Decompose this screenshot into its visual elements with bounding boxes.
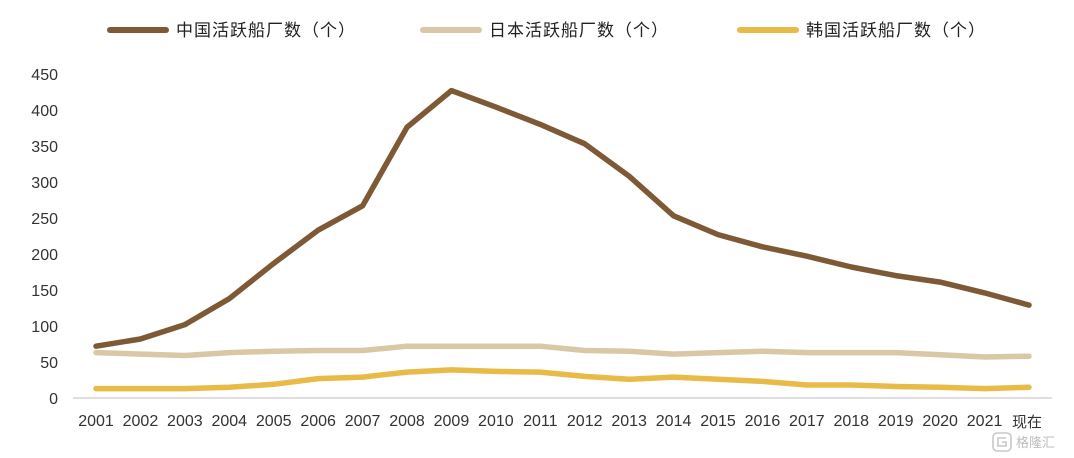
legend-label-1: 中国活跃船厂数（个） <box>176 21 356 41</box>
x-tick-label: 2019 <box>878 413 914 430</box>
y-tick-label: 450 <box>31 67 58 84</box>
x-tick-label: 2015 <box>700 413 736 430</box>
x-tick-label: 2004 <box>211 413 247 430</box>
y-tick-label: 50 <box>40 355 58 372</box>
watermark: 格隆汇 <box>992 432 1055 452</box>
series-layer <box>93 87 1032 392</box>
y-tick-label: 250 <box>31 211 58 228</box>
y-tick-label: 0 <box>49 391 58 408</box>
x-tick-label: 2005 <box>256 413 292 430</box>
series-line-2 <box>93 343 1032 360</box>
y-tick-label: 350 <box>31 139 58 156</box>
y-tick-label: 200 <box>31 247 58 264</box>
y-tick-label: 300 <box>31 175 58 192</box>
x-tick-label: 2020 <box>922 413 958 430</box>
legend-label-2: 日本活跃船厂数（个） <box>489 21 669 41</box>
x-tick-label: 现在 <box>1012 413 1042 431</box>
x-tick-label: 2006 <box>300 413 336 430</box>
y-tick-label: 100 <box>31 319 58 336</box>
legend-label-3: 韩国活跃船厂数（个） <box>806 21 986 41</box>
x-tick-label: 2014 <box>656 413 692 430</box>
x-tick-label: 2012 <box>567 413 603 430</box>
y-tick-label: 400 <box>31 103 58 120</box>
watermark-text: 格隆汇 <box>1016 435 1055 451</box>
x-tick-label: 2010 <box>478 413 514 430</box>
x-tick-label: 2003 <box>167 413 203 430</box>
x-tick-label: 2007 <box>345 413 381 430</box>
x-tick-label: 2016 <box>745 413 781 430</box>
legend: 中国活跃船厂数（个） 日本活跃船厂数（个） 韩国活跃船厂数（个） <box>107 21 986 41</box>
x-tick-label: 2001 <box>78 413 114 430</box>
series-line-1 <box>93 87 1032 349</box>
x-tick-label: 2011 <box>523 413 558 430</box>
x-tick-label: 2017 <box>789 413 825 430</box>
x-tick-label: 2013 <box>611 413 647 430</box>
y-tick-label: 150 <box>31 283 58 300</box>
gelonghui-logo-icon <box>992 432 1012 452</box>
x-tick-label: 2008 <box>389 413 425 430</box>
series-line-3 <box>93 367 1032 392</box>
x-tick-label: 2021 <box>967 413 1003 430</box>
x-tick-label: 2002 <box>123 413 159 430</box>
x-axis: 2001 2002 2003 2004 2005 2006 2007 2008 2009 2010… <box>73 397 1052 431</box>
y-axis: 0 50 100 150 200 250 300 350 400 450 <box>31 67 58 408</box>
x-tick-label: 2009 <box>434 413 470 430</box>
x-tick-label: 2018 <box>833 413 869 430</box>
